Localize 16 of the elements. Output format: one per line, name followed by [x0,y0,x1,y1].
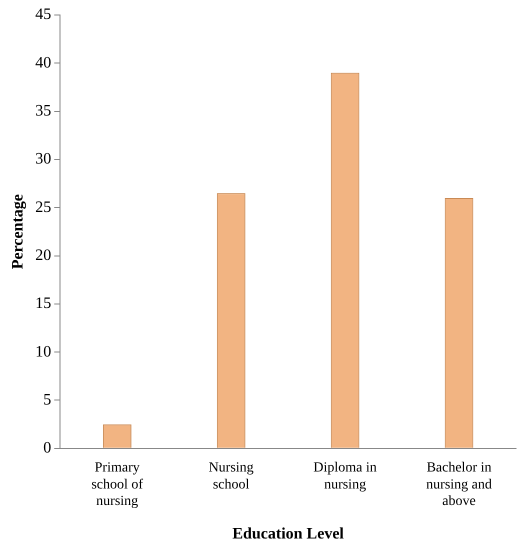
y-axis-title: Percentage [10,194,27,270]
y-tick-label: 40 [35,54,52,72]
y-tick-label: 15 [35,295,52,312]
x-tick-label: Bachelor in nursing and above [426,460,492,510]
y-tick-label: 0 [43,440,52,457]
y-tick-label: 5 [43,391,52,408]
y-tick-label: 25 [35,198,52,216]
y-tick-label: 30 [35,150,52,168]
x-tick-label: Diploma in nursing [313,460,377,492]
x-tick-label: Nursing school [208,460,254,492]
y-tick-label: 35 [35,102,52,120]
x-axis-title: Education Level [232,526,344,543]
x-tick-label: Primary school of nursing [91,460,144,510]
y-tick-label: 45 [35,6,52,24]
y-tick-label: 10 [35,343,52,360]
y-tick-label: 20 [35,246,52,264]
